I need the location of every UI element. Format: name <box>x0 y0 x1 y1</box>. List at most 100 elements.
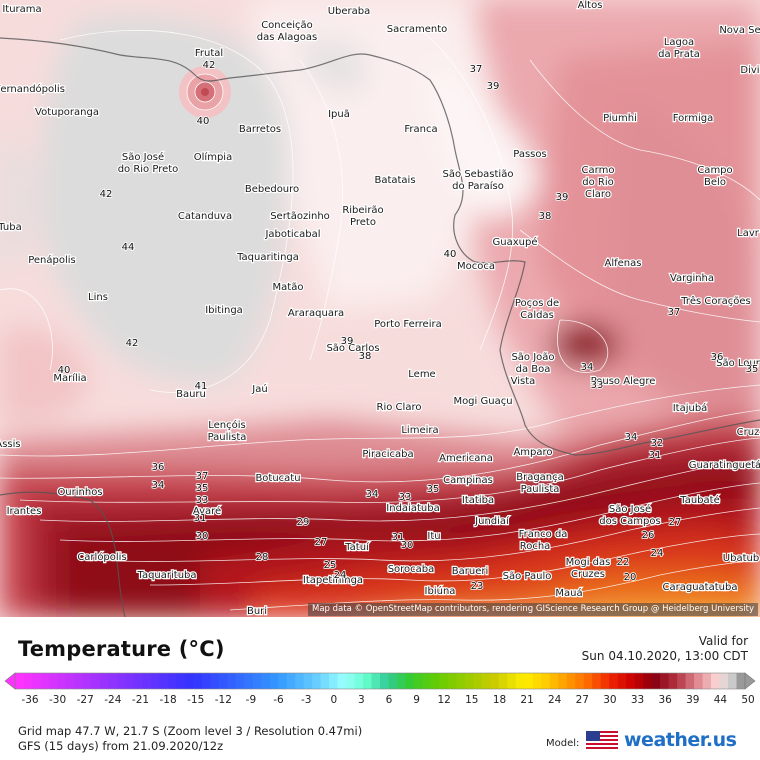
scale-cell <box>464 673 474 689</box>
city-label: Piracicaba <box>362 449 413 460</box>
city-label: Leme <box>408 369 435 380</box>
scale-cell <box>82 673 92 689</box>
city-label: São Carlos <box>326 343 379 354</box>
scale-cell <box>201 673 211 689</box>
isotherm-label: 30 <box>196 531 209 542</box>
city-label: Lavr <box>737 228 760 239</box>
isotherm-label: 34 <box>625 432 638 443</box>
scale-cell <box>159 673 169 689</box>
legend-title: Temperature (°C) <box>18 637 225 661</box>
city-label: São João <box>511 352 554 363</box>
isotherm-label: 42 <box>100 189 113 200</box>
city-label: Bauru <box>176 389 206 400</box>
scale-cell <box>558 673 568 689</box>
isotherm-label: 40 <box>197 116 210 127</box>
scale-cell <box>184 673 194 689</box>
isotherm-label: 27 <box>315 537 328 548</box>
city-label: do Paraíso <box>452 180 504 192</box>
city-label: Jundiaí <box>474 515 510 527</box>
valid-time: Sun 04.10.2020, 13:00 CDT <box>581 649 748 663</box>
model-label: Model: <box>546 738 580 749</box>
scale-tick-label: -6 <box>273 694 284 705</box>
scale-cell <box>269 673 279 689</box>
city-label: Ibitinga <box>205 305 243 316</box>
city-label: Pouso Alegre <box>591 376 656 387</box>
city-label: Caraguatatuba <box>663 582 738 593</box>
valid-label: Valid for <box>698 634 748 648</box>
scale-cell <box>439 673 449 689</box>
city-label: Batatais <box>374 175 415 186</box>
isotherm-label: 24 <box>651 548 664 559</box>
color-scale: -36 -30 -27 -24 -21 -18 -15 -12 -9 -6 -3 0 3 6 9 12 15 18… <box>4 672 756 705</box>
scale-tick-label: -12 <box>215 694 232 705</box>
city-label: Campo <box>697 165 732 176</box>
city-label: Bragança <box>516 472 564 483</box>
city-label: do Rio <box>582 177 614 188</box>
scale-tick-label: -24 <box>104 694 121 705</box>
city-label: São Sebastião <box>443 169 514 180</box>
scale-cell <box>210 673 220 689</box>
scale-tick-label: 15 <box>465 694 478 705</box>
scale-cell <box>515 673 525 689</box>
isotherm-label: 39 <box>487 81 500 92</box>
city-label: Matão <box>273 282 304 293</box>
city-label: Lagoa <box>664 37 694 48</box>
scale-cell <box>40 673 50 689</box>
brand-logo[interactable]: weather.us <box>624 729 737 751</box>
city-label: Divi <box>740 65 759 76</box>
city-label: Bebedouro <box>245 184 299 195</box>
scale-cell <box>244 673 254 689</box>
city-label: Amparo <box>513 447 552 458</box>
city-label: das Alagoas <box>257 32 317 43</box>
city-label: Três Corações <box>680 295 750 307</box>
city-label: Mauá <box>555 587 582 599</box>
scale-cell <box>711 673 720 689</box>
scale-cell <box>74 673 84 689</box>
scale-cell <box>31 673 41 689</box>
map-attribution: Map data © OpenStreetMap contributors, r… <box>308 603 758 616</box>
city-label: Paulista <box>521 484 560 495</box>
city-label: Piumhi <box>603 113 637 124</box>
scale-tick-label: 0 <box>330 694 337 705</box>
frutal-hotspot <box>179 66 231 118</box>
city-label: Alfenas <box>605 258 642 269</box>
scale-cell <box>329 673 338 689</box>
scale-cell <box>142 673 152 689</box>
city-label: Sertãozinho <box>270 211 330 222</box>
isotherm-label: 22 <box>617 557 630 568</box>
scale-tick-label: 24 <box>548 694 562 705</box>
scale-cell <box>490 673 500 689</box>
city-label: Avaré <box>193 505 221 517</box>
scale-tick-label: -27 <box>77 694 94 705</box>
isotherm-label: 31 <box>392 532 405 543</box>
city-label: Itu <box>427 531 440 542</box>
city-label: Cruz <box>737 427 760 438</box>
scale-cell <box>337 673 347 689</box>
scale-cell <box>694 673 703 689</box>
scale-cell <box>617 673 627 689</box>
scale-cell <box>227 673 237 689</box>
isotherm-label: 40 <box>444 249 457 260</box>
city-label: São José <box>122 151 164 163</box>
isotherm-label: 38 <box>359 351 372 362</box>
scale-cell <box>278 673 288 689</box>
isotherm-label: 20 <box>624 572 637 583</box>
scale-cell <box>524 673 534 689</box>
isotherm-label: 34 <box>152 480 165 491</box>
city-label: Olímpia <box>194 151 232 163</box>
city-label: Ribeirão <box>342 205 383 216</box>
city-label: Ipuã <box>328 109 350 120</box>
scale-cell <box>354 673 364 689</box>
scale-cell <box>728 673 737 689</box>
scale-cell <box>48 673 58 689</box>
scale-cell <box>312 673 321 689</box>
city-label: Fernandópolis <box>0 83 65 95</box>
city-label: Taubaté <box>679 494 719 506</box>
scale-cell <box>609 673 619 689</box>
scale-cell <box>261 673 271 689</box>
scale-cell <box>600 673 610 689</box>
scale-cell <box>396 673 406 689</box>
scale-cell <box>583 673 593 689</box>
isotherm-label: 33 <box>399 492 412 503</box>
